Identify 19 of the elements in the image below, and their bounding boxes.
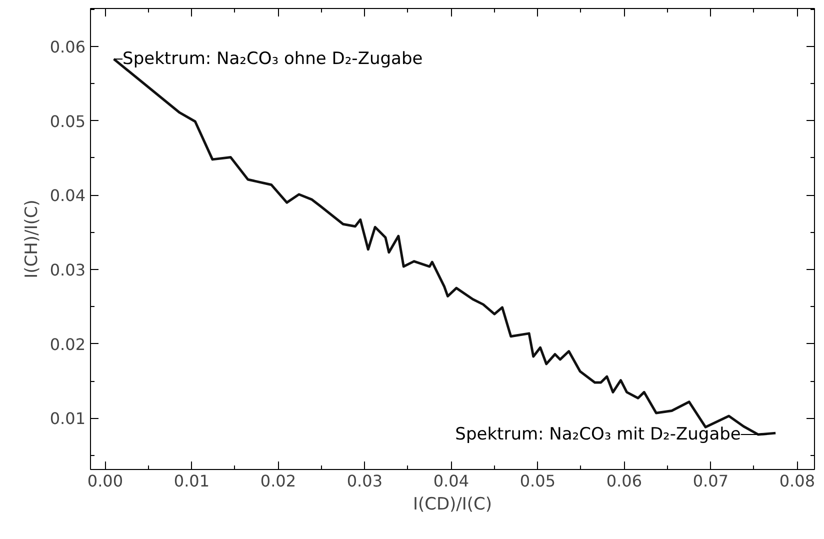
y-axis-title: I(CH)/I(C) [22, 200, 42, 278]
x-tick-label: 0.00 [87, 472, 124, 490]
x-tick-label: 0.04 [433, 472, 470, 490]
y-tick-label: 0.02 [50, 334, 86, 354]
x-tick-label: 0.01 [174, 472, 210, 490]
y-tick-label: 0.06 [50, 37, 86, 56]
x-tick-label: 0.03 [346, 472, 383, 490]
x-tick-label: 0.06 [606, 472, 642, 490]
y-tick-label: 0.03 [50, 260, 86, 280]
annotation: Spektrum: Na₂CO₃ ohne D₂-Zugabe [122, 49, 423, 70]
x-tick-label: 0.02 [260, 472, 296, 490]
y-tick-label: 0.05 [50, 112, 86, 131]
x-tick-label: 0.05 [520, 472, 556, 490]
x-tick-label: 0.08 [779, 472, 816, 490]
y-tick-label: 0.01 [50, 409, 86, 428]
y-tick-label: 0.04 [50, 186, 86, 206]
x-axis-title: I(CD)/I(C) [412, 494, 492, 514]
annotation: Spektrum: Na₂CO₃ mit D₂-Zugabe [455, 424, 741, 445]
x-tick-label: 0.07 [692, 472, 729, 490]
